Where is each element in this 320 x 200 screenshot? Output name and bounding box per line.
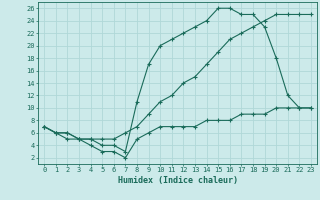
X-axis label: Humidex (Indice chaleur): Humidex (Indice chaleur) — [118, 176, 238, 185]
